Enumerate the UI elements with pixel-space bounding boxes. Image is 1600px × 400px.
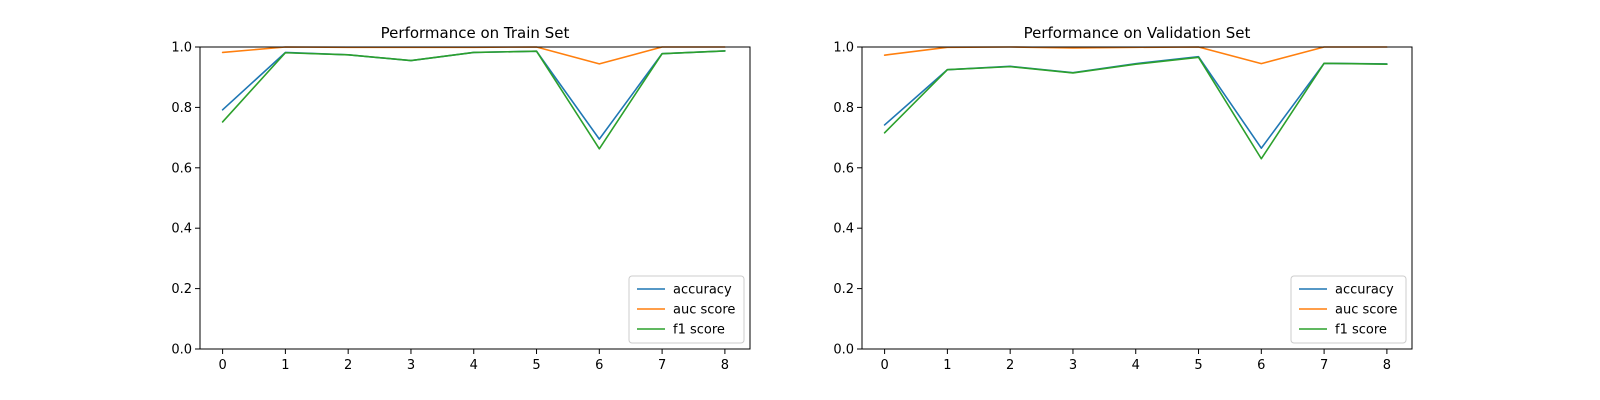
- legend-label: auc score: [673, 303, 735, 318]
- x-tick-label: 2: [1006, 358, 1014, 373]
- y-tick-label: 1.0: [171, 41, 192, 56]
- x-tick-label: 3: [1069, 358, 1077, 373]
- y-tick-label: 0.6: [171, 161, 192, 176]
- chart-panel-1: Performance on Validation Set 0 1 2 3 4 5 6 7 8 0.…: [833, 24, 1413, 373]
- legend-label: auc score: [1335, 303, 1397, 318]
- x-tick-label: 5: [532, 358, 540, 373]
- series-line-f1-score: [221, 50, 726, 150]
- x-tick-label: 0: [880, 358, 888, 373]
- x-tick-label: 1: [281, 358, 289, 373]
- series-line-f1-score: [883, 56, 1388, 160]
- y-tick-label: 0.4: [833, 222, 854, 237]
- chart-panel-0: Performance on Train Set 0 1 2 3 4 5 6 7 8 0.0 0.2 0…: [171, 24, 751, 373]
- x-tick-label: 6: [595, 358, 603, 373]
- x-tick-label: 4: [1132, 358, 1140, 373]
- x-tick-label: 3: [407, 358, 415, 373]
- x-tick-label: 5: [1194, 358, 1202, 373]
- chart-title: Performance on Train Set: [381, 24, 570, 42]
- x-tick-label: 6: [1257, 358, 1265, 373]
- chart-title: Performance on Validation Set: [1024, 24, 1251, 42]
- x-tick-label: 7: [658, 358, 666, 373]
- y-tick-label: 0.8: [171, 101, 192, 116]
- y-tick-label: 0.4: [171, 222, 192, 237]
- legend-label: accuracy: [673, 283, 732, 298]
- series-line-accuracy: [883, 55, 1388, 149]
- y-tick-label: 1.0: [833, 41, 854, 56]
- legend: accuracy auc score f1 score: [628, 275, 745, 344]
- y-tick-label: 0.6: [833, 161, 854, 176]
- legend-label: accuracy: [1335, 283, 1394, 298]
- axes-frame: [199, 46, 751, 350]
- x-tick-label: 2: [344, 358, 352, 373]
- y-tick-label: 0.2: [833, 282, 854, 297]
- series-line-auc-score: [883, 46, 1388, 65]
- y-tick-label: 0.0: [833, 343, 854, 358]
- y-tick-label: 0.8: [833, 101, 854, 116]
- series-line-auc-score: [221, 46, 726, 65]
- x-tick-label: 1: [943, 358, 951, 373]
- x-tick-label: 8: [1383, 358, 1391, 373]
- axes-frame: [861, 46, 1413, 350]
- y-tick-label: 0.0: [171, 343, 192, 358]
- x-tick-label: 0: [218, 358, 226, 373]
- series-line-accuracy: [221, 50, 726, 140]
- legend: accuracy auc score f1 score: [1290, 275, 1407, 344]
- legend-box: [1290, 275, 1407, 344]
- y-tick-label: 0.2: [171, 282, 192, 297]
- legend-label: f1 score: [1335, 323, 1387, 338]
- legend-label: f1 score: [673, 323, 725, 338]
- x-tick-label: 7: [1320, 358, 1328, 373]
- legend-box: [628, 275, 745, 344]
- series-group: [883, 46, 1388, 160]
- series-group: [221, 46, 726, 150]
- x-tick-label: 4: [470, 358, 478, 373]
- x-tick-label: 8: [721, 358, 729, 373]
